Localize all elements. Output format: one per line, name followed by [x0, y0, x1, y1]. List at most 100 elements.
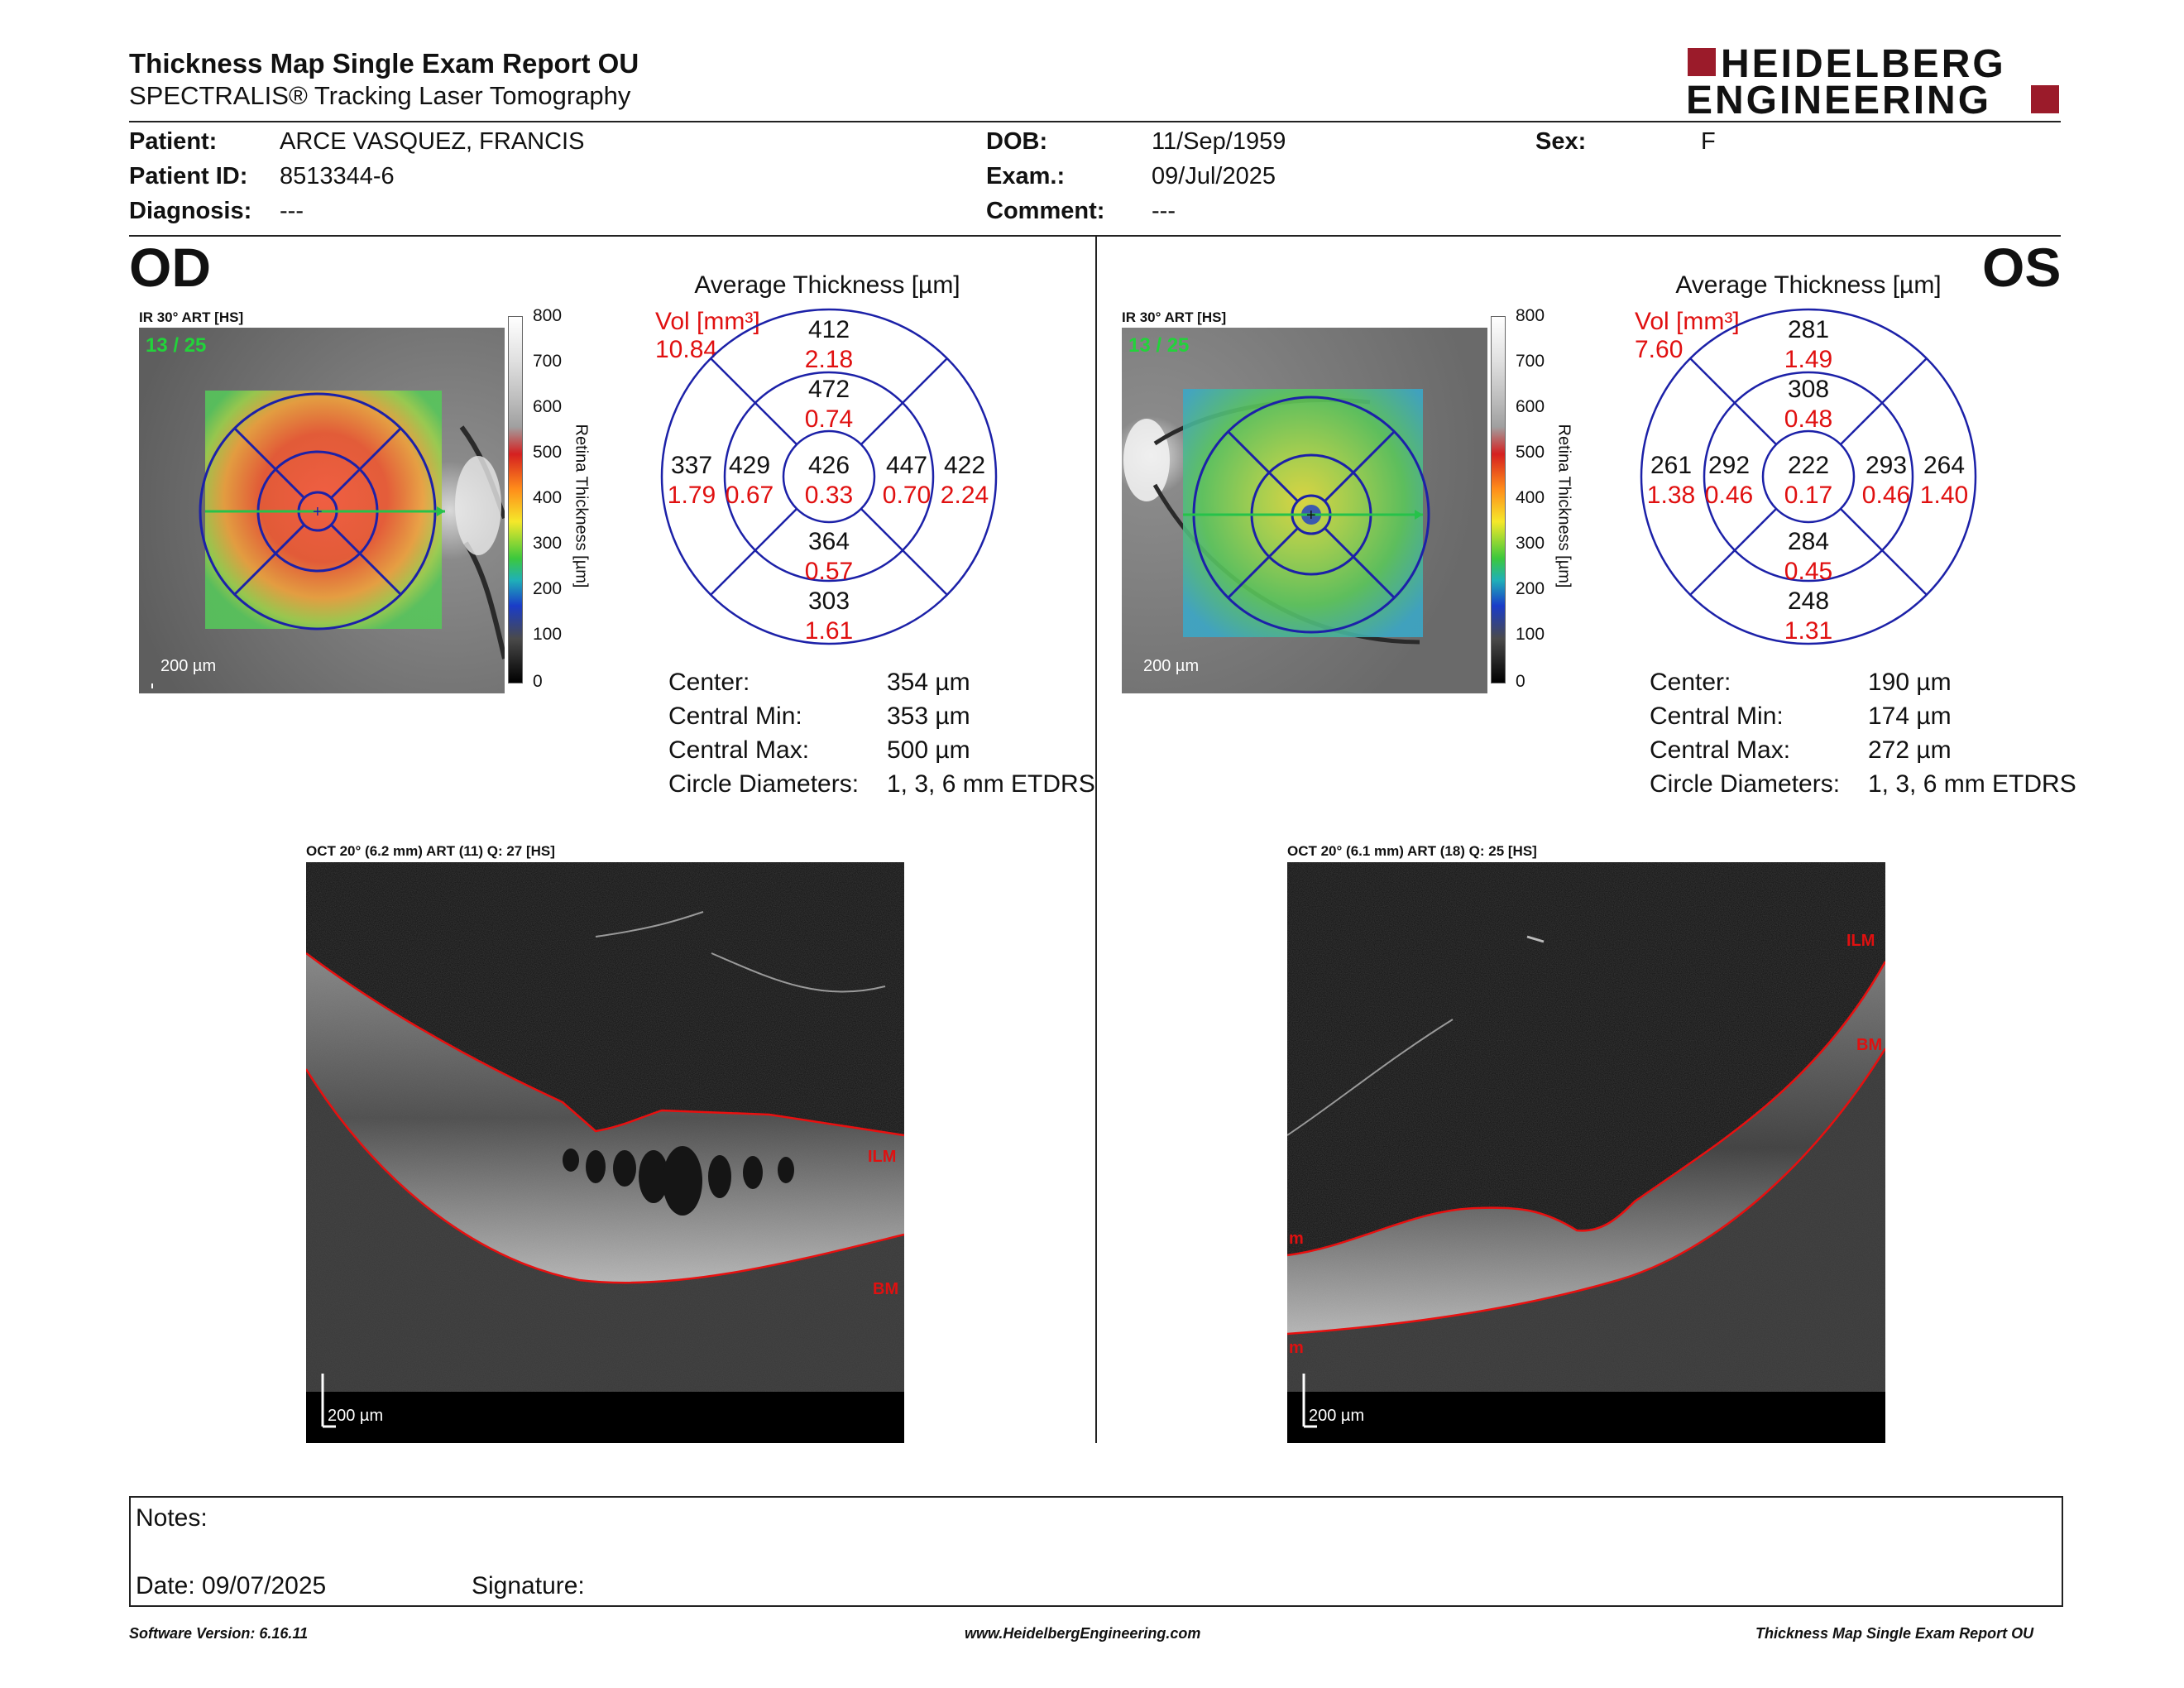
od-outer-top-thickness: 412 — [808, 316, 850, 343]
sex-value: F — [1701, 128, 1716, 155]
od-etdrs-grid — [199, 392, 437, 631]
logo-square-bottom — [2031, 85, 2059, 113]
dob-value: 11/Sep/1959 — [1152, 128, 1286, 155]
svg-text:+: + — [1306, 506, 1316, 525]
od-stat-label-center: Center: — [668, 669, 750, 696]
os-inner-left-volume: 0.46 — [1705, 482, 1753, 509]
od-tick-300: 300 — [533, 534, 563, 553]
date-label: Date: 09/07/2025 — [136, 1572, 327, 1599]
od-inner-top-thickness: 472 — [808, 376, 850, 403]
od-stat-value-max: 500 µm — [887, 736, 970, 764]
os-colorbar-label: Retina Thickness [µm] — [1554, 424, 1573, 588]
od-inner-right-volume: 0.70 — [883, 482, 931, 509]
os-tick-800: 800 — [1516, 306, 1545, 325]
diagnosis-value: --- — [280, 198, 304, 224]
os-tick-0: 0 — [1516, 672, 1525, 691]
os-outer-left-thickness: 261 — [1650, 452, 1692, 479]
os-avg-title: Average Thickness [µm] — [1675, 271, 1942, 299]
od-fundus-map: + — [139, 328, 505, 693]
od-eye-label: OD — [129, 237, 211, 298]
od-scale-label: 200 µm — [160, 657, 217, 675]
od-tick-400: 400 — [533, 488, 563, 507]
os-ilm-line — [1287, 961, 1885, 1257]
od-frame-counter: 13 / 25 — [146, 334, 207, 357]
dob-label: DOB: — [986, 128, 1048, 155]
od-stat-label-diameters: Circle Diameters: — [668, 770, 860, 798]
od-outer-left-thickness: 337 — [671, 452, 712, 479]
os-oct-bscan — [1287, 862, 1885, 1443]
od-oct-bscan — [306, 862, 904, 1443]
os-stat-value-diameters: 1, 3, 6 mm ETDRS — [1868, 770, 2076, 798]
os-left-bottom-label: m — [1289, 1339, 1304, 1357]
od-outer-bottom-volume: 1.61 — [805, 617, 853, 645]
os-eye-label: OS — [1982, 237, 2062, 298]
os-etdrs-chart: 281 1.49 308 0.48 261 1.38 292 0.46 222 … — [1640, 308, 1977, 645]
comment-label: Comment: — [986, 198, 1105, 224]
os-center-volume: 0.17 — [1784, 482, 1832, 509]
os-tick-500: 500 — [1516, 443, 1545, 462]
od-outer-right-volume: 2.24 — [941, 482, 989, 509]
od-oct-scale-label: 200 µm — [328, 1407, 384, 1425]
od-bm-line — [306, 1068, 904, 1284]
od-inner-right-thickness: 447 — [886, 452, 927, 479]
od-outer-right-thickness: 422 — [944, 452, 985, 479]
os-scale-label: 200 µm — [1143, 657, 1200, 675]
od-ir-caption: IR 30° ART [HS] — [139, 309, 244, 325]
software-version: Software Version: 6.16.11 — [129, 1625, 309, 1642]
os-stat-label-min: Central Min: — [1650, 703, 1784, 730]
os-outer-bottom-volume: 1.31 — [1784, 617, 1832, 645]
od-vol-label: Vol [mm³] — [655, 308, 760, 335]
os-colorbar — [1491, 316, 1506, 683]
diagnosis-label: Diagnosis: — [129, 198, 252, 224]
patient-id-label: Patient ID: — [129, 163, 248, 189]
os-tick-400: 400 — [1516, 488, 1545, 507]
od-ilm-line — [306, 952, 904, 1137]
os-inner-bottom-thickness: 284 — [1788, 528, 1829, 555]
website-link[interactable]: www.HeidelbergEngineering.com — [965, 1625, 1201, 1642]
od-stat-value-min: 353 µm — [887, 703, 970, 730]
os-left-top-label: m — [1289, 1230, 1304, 1248]
header-divider — [129, 121, 2061, 122]
notes-label: Notes: — [136, 1504, 208, 1532]
os-stat-value-min: 174 µm — [1868, 703, 1952, 730]
os-outer-top-volume: 1.49 — [1784, 346, 1832, 373]
os-outer-bottom-thickness: 248 — [1788, 587, 1829, 615]
notes-box — [129, 1496, 2063, 1607]
os-bm-line — [1287, 1048, 1885, 1336]
os-oct-caption: OCT 20° (6.1 mm) ART (18) Q: 25 [HS] — [1287, 843, 1537, 859]
os-outer-right-volume: 1.40 — [1920, 482, 1968, 509]
os-inner-top-thickness: 308 — [1788, 376, 1829, 403]
od-tick-200: 200 — [533, 579, 563, 598]
sex-label: Sex: — [1535, 128, 1587, 155]
os-stat-value-center: 190 µm — [1868, 669, 1952, 696]
os-outer-left-volume: 1.38 — [1647, 482, 1695, 509]
od-tick-800: 800 — [533, 306, 563, 325]
os-tick-300: 300 — [1516, 534, 1545, 553]
os-tick-600: 600 — [1516, 397, 1545, 416]
report-title: Thickness Map Single Exam Report OU — [129, 48, 639, 79]
signature-label: Signature: — [472, 1572, 585, 1599]
os-vol-label: Vol [mm³] — [1635, 308, 1740, 335]
od-colorbar-label: Retina Thickness [µm] — [572, 424, 591, 588]
os-inner-right-volume: 0.46 — [1862, 482, 1910, 509]
report-subtitle: SPECTRALIS® Tracking Laser Tomography — [129, 81, 631, 110]
od-tick-500: 500 — [533, 443, 563, 462]
patient-name: ARCE VASQUEZ, FRANCIS — [280, 128, 585, 155]
comment-value: --- — [1152, 198, 1176, 224]
od-inner-bottom-volume: 0.57 — [805, 558, 853, 585]
os-inner-top-volume: 0.48 — [1784, 405, 1832, 433]
od-stat-label-max: Central Max: — [668, 736, 810, 764]
od-ilm-label: ILM — [868, 1148, 897, 1166]
od-stat-label-min: Central Min: — [668, 703, 802, 730]
od-etdrs-chart: 412 2.18 472 0.74 337 1.79 429 0.67 426 … — [660, 308, 998, 645]
patient-label: Patient: — [129, 128, 218, 155]
od-inner-left-volume: 0.67 — [726, 482, 774, 509]
os-center-thickness: 222 — [1788, 452, 1829, 479]
od-center-volume: 0.33 — [805, 482, 853, 509]
od-bm-label: BM — [873, 1280, 899, 1298]
os-ir-caption: IR 30° ART [HS] — [1122, 309, 1227, 325]
od-outer-top-volume: 2.18 — [805, 346, 853, 373]
os-outer-right-thickness: 264 — [1923, 452, 1965, 479]
os-outer-top-thickness: 281 — [1788, 316, 1829, 343]
